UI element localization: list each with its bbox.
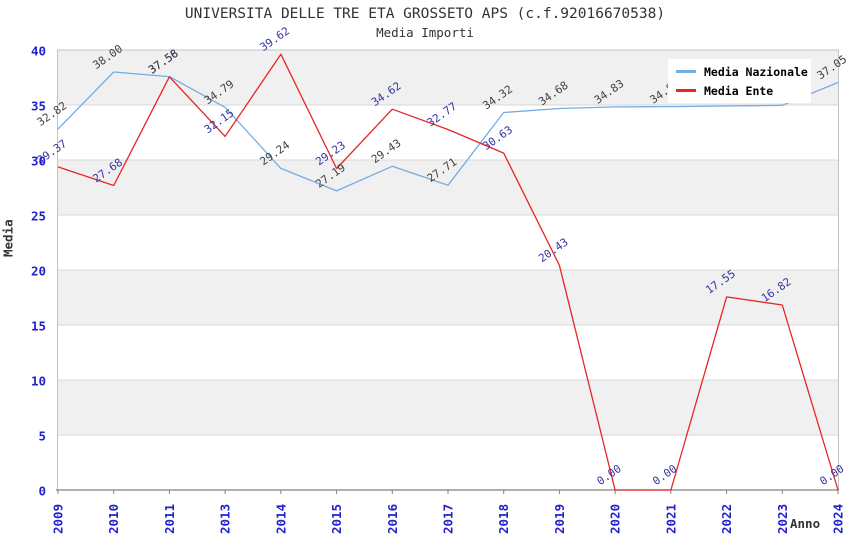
- y-tick-label: 25: [31, 209, 46, 224]
- plot-band: [57, 160, 839, 215]
- legend-entry-media-ente[interactable]: Media Ente: [668, 84, 811, 98]
- plot-band: [57, 270, 839, 325]
- media-ente-line-swatch-icon: [676, 89, 696, 92]
- media-ente-line: [57, 53, 839, 491]
- legend-label-media-ente: Media Ente: [704, 83, 774, 98]
- y-tick-label: 20: [31, 264, 46, 279]
- x-tick-label: 2013: [218, 504, 233, 534]
- y-tick-label: 15: [31, 319, 46, 334]
- y-tick-label: 10: [31, 374, 46, 389]
- media-ente-data-label: 20.43: [536, 235, 571, 265]
- y-tick-label: 35: [31, 99, 46, 114]
- x-tick-label: 2019: [552, 504, 567, 534]
- media-ente-data-label: 32.15: [202, 107, 237, 137]
- y-tick-label: 5: [38, 429, 46, 444]
- legend-label-media-nazionale: Media Nazionale: [704, 64, 808, 79]
- x-tick-label: 2023: [775, 504, 790, 534]
- x-tick-label: 2018: [496, 504, 511, 534]
- media-nazionale-line: [57, 71, 839, 192]
- media-ente-data-label: 30.63: [480, 123, 515, 153]
- media-ente-data-label: 0.00: [817, 462, 846, 488]
- media-ente-data-label: 0.00: [650, 462, 679, 488]
- x-axis-title: Anno: [790, 516, 821, 531]
- media-ente-data-label: 0.00: [595, 462, 624, 488]
- x-tick-label: 2024: [831, 504, 846, 534]
- x-tick-label: 2011: [162, 504, 177, 534]
- plot-band: [57, 380, 839, 435]
- chart-title: UNIVERSITA DELLE TRE ETA GROSSETO APS (c…: [184, 6, 666, 22]
- chart-subtitle: Media Importi: [376, 25, 474, 40]
- y-tick-label: 30: [31, 154, 46, 169]
- x-tick-label: 2010: [106, 504, 121, 534]
- x-tick-label: 2021: [663, 504, 678, 534]
- x-tick-label: 2016: [385, 504, 400, 534]
- legend-entry-media-nazionale[interactable]: Media Nazionale: [668, 65, 811, 79]
- x-tick-label: 2022: [719, 504, 734, 534]
- y-tick-label: 0: [38, 484, 46, 499]
- x-tick-label: 2014: [273, 504, 288, 534]
- x-tick-label: 2020: [608, 504, 623, 534]
- x-tick-label: 2017: [441, 504, 456, 534]
- x-tick-label: 2009: [51, 504, 66, 534]
- legend: Media Nazionale Media Ente: [668, 59, 811, 103]
- x-tick-label: 2015: [329, 504, 344, 534]
- y-tick-label: 40: [31, 44, 46, 59]
- media-nazionale-line-swatch-icon: [676, 70, 696, 73]
